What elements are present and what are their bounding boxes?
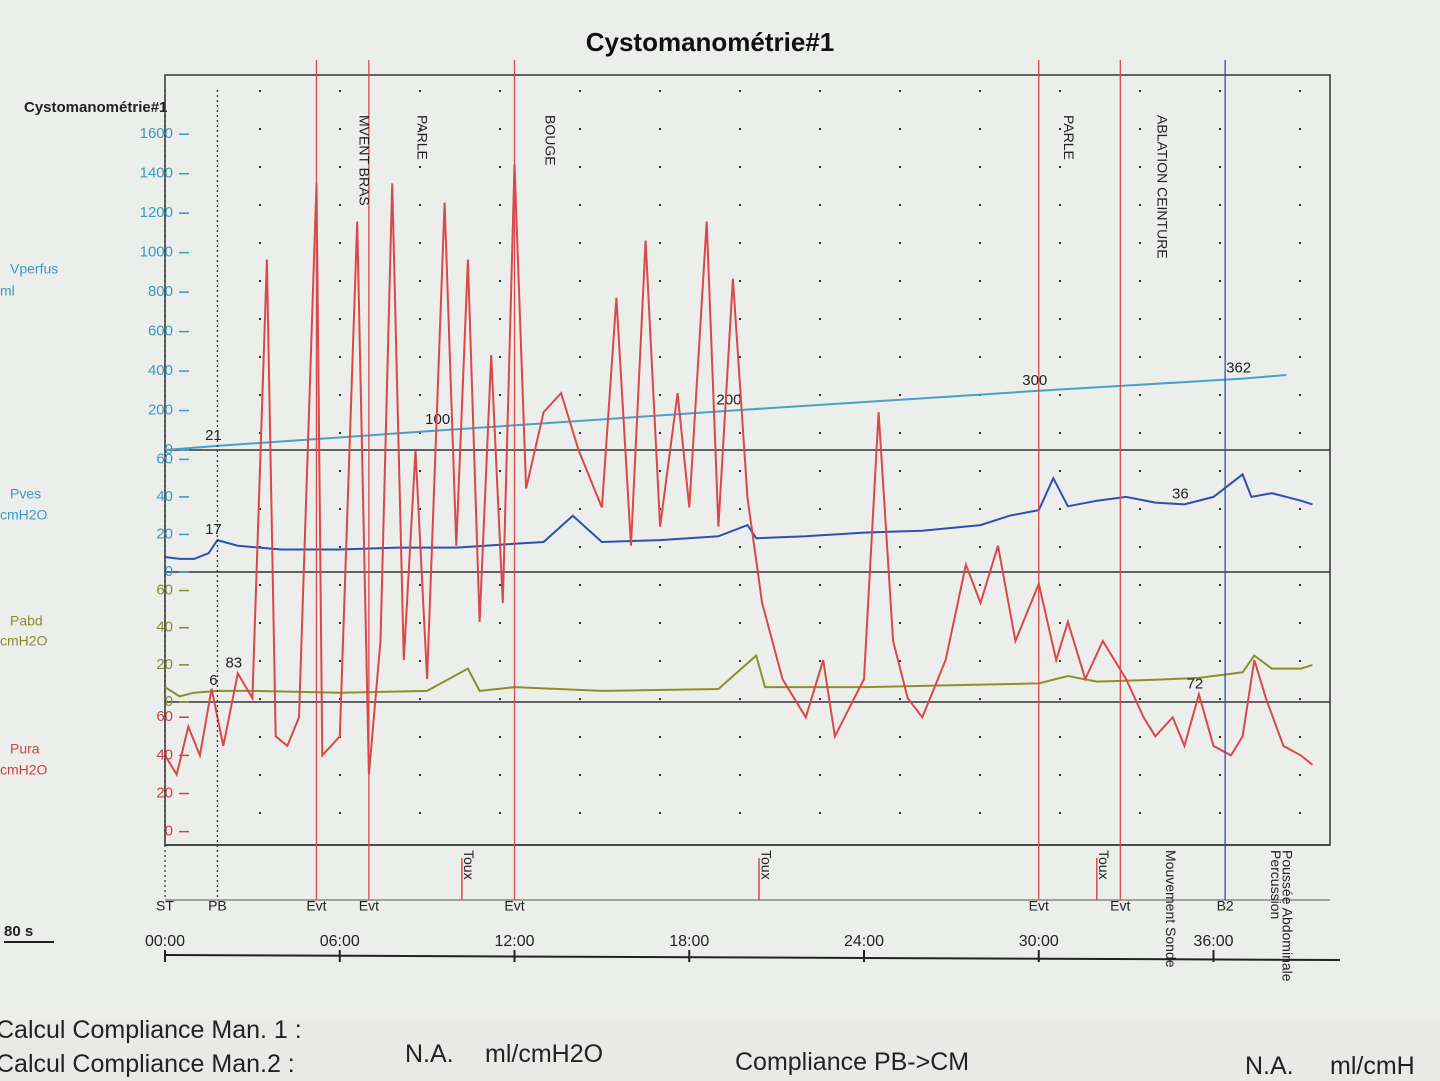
annotation: PARLE (415, 115, 431, 160)
y-tick-label: 1400 (140, 165, 173, 182)
scale-label: 80 s (4, 923, 33, 940)
value-label: 100 (425, 411, 450, 428)
annotation: Toux (758, 850, 774, 880)
value-label: 72 (1187, 675, 1204, 692)
value-label: 83 (225, 654, 242, 671)
x-tick-label: 36:00 (1193, 933, 1233, 950)
y-tick-label: 1600 (140, 125, 173, 142)
event-label: Evt (306, 898, 326, 914)
event-label: Evt (1110, 898, 1130, 914)
x-tick-label: 18:00 (669, 933, 709, 950)
annotation: Mouvement Sonde (1163, 850, 1179, 968)
y-tick-label: 600 (148, 323, 173, 340)
axis-label: Vperfus (10, 261, 58, 277)
data-line (164, 164, 1314, 778)
y-tick-label: 20 (156, 525, 173, 542)
y-tick-label: 800 (148, 283, 173, 300)
axis-unit: cmH2O (0, 507, 48, 523)
x-tick-label: 30:00 (1019, 933, 1059, 950)
event-label: Evt (504, 898, 524, 914)
axis-label: Pves (10, 486, 41, 502)
annotation: BOUGE (543, 115, 559, 166)
y-tick-label: 200 (148, 401, 173, 418)
footer-text: Calcul Compliance Man. 1 : (0, 1016, 302, 1044)
y-tick-label: 0 (165, 823, 173, 840)
value-label: 17 (205, 521, 222, 538)
y-tick-label: 400 (148, 362, 173, 379)
x-tick-label: 00:00 (145, 933, 185, 950)
axis-unit: cmH2O (0, 633, 48, 649)
annotation: Toux (1096, 850, 1112, 880)
annotation: Toux (461, 850, 477, 880)
value-label: 21 (205, 427, 222, 444)
axis-unit: cmH2O (0, 762, 48, 778)
y-tick-label: 0 (165, 693, 173, 710)
footer-text: N.A. (1245, 1052, 1294, 1080)
value-label: 200 (716, 391, 741, 408)
event-label: B2 (1217, 898, 1234, 914)
y-tick-label: 60 (156, 450, 173, 467)
y-tick-label: 40 (156, 746, 173, 763)
event-label: ST (156, 898, 174, 914)
inner-title: Cystomanométrie#1 (24, 99, 167, 116)
footer-text: ml/cmH (1330, 1052, 1415, 1080)
axis-label: Pabd (10, 613, 43, 629)
annotation: Poussée Abdominale (1280, 850, 1296, 982)
annotation: PARLE (1061, 115, 1077, 160)
value-label: 362 (1226, 360, 1251, 377)
data-line (164, 472, 1313, 560)
y-tick-label: 1000 (140, 244, 173, 261)
y-tick-label: 20 (156, 656, 173, 673)
event-label: Evt (359, 898, 379, 914)
axis-label: Pura (10, 741, 40, 757)
x-tick-label: 06:00 (320, 933, 360, 950)
axis-unit: ml (0, 283, 15, 299)
x-tick-label: 24:00 (844, 933, 884, 950)
footer-text: Calcul Compliance Man.2 : (0, 1050, 295, 1078)
annotation: Percussion (1268, 850, 1284, 919)
x-axis (164, 954, 1341, 961)
value-label: 300 (1022, 372, 1047, 389)
annotation: ABLATION CEINTURE (1154, 115, 1170, 259)
annotation: MVENT BRAS (356, 115, 372, 206)
y-tick-label: 0 (165, 563, 173, 580)
y-tick-label: 40 (156, 619, 173, 636)
chart: Cystomanométrie#1 Cystomanométrie#1 80 s… (0, 26, 1341, 982)
chart-title: Cystomanométrie#1 (586, 27, 835, 57)
footer-text: Compliance PB->CM (735, 1048, 970, 1076)
event-label: Evt (1029, 898, 1049, 914)
event-label: PB (208, 898, 227, 914)
value-label: 36 (1172, 485, 1189, 502)
y-tick-label: 1200 (140, 204, 173, 221)
x-tick-label: 12:00 (494, 933, 534, 950)
footer-text: ml/cmH2O (485, 1040, 604, 1068)
y-tick-label: 20 (156, 784, 173, 801)
value-label: 6 (209, 672, 217, 689)
footer-text: N.A. (405, 1040, 454, 1068)
data-line (164, 653, 1313, 698)
